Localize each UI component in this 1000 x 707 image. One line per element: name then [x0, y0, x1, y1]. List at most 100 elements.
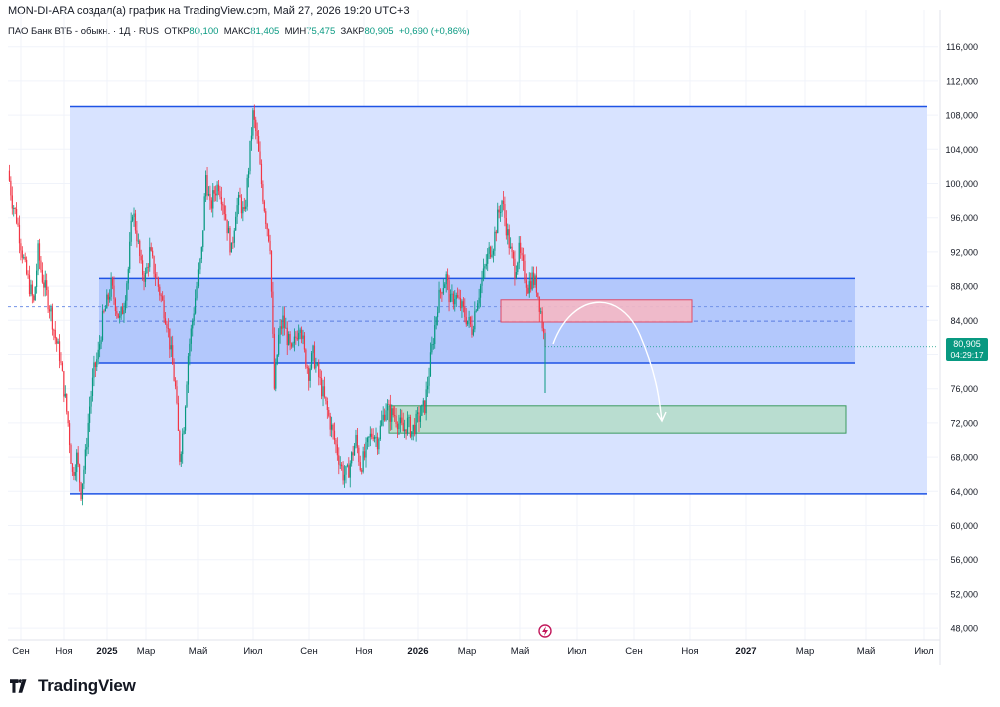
candle-body	[461, 301, 463, 309]
price-tick-label: 116,000	[946, 42, 978, 52]
candle-body	[535, 275, 538, 293]
forecast-arrow[interactable]	[552, 301, 667, 423]
candle-body	[90, 395, 92, 407]
candle-body	[428, 376, 430, 386]
forecast-arrow-head	[656, 411, 667, 423]
time-tick-label: 2025	[96, 646, 118, 657]
candle-body	[159, 286, 161, 296]
tradingview-brand[interactable]: TradingView	[10, 676, 136, 696]
candle-body	[435, 317, 437, 326]
candle-body	[15, 209, 18, 223]
candle-body	[326, 401, 328, 410]
candle-body	[507, 229, 509, 236]
candle-body	[170, 345, 172, 350]
candle-body	[508, 229, 510, 249]
candle-body	[305, 349, 307, 368]
candle-body	[531, 272, 533, 290]
candle-body	[391, 408, 393, 422]
candle-body	[160, 295, 162, 297]
candle-body	[445, 274, 447, 285]
candle-body	[263, 201, 265, 212]
candle-body	[517, 262, 519, 273]
candle-body	[451, 293, 453, 295]
candle-body	[74, 472, 76, 476]
event-marker-icon[interactable]	[538, 624, 552, 638]
candle-body	[104, 308, 106, 312]
candle-body	[215, 193, 217, 196]
candle-body	[405, 429, 407, 434]
candle-body	[434, 325, 436, 345]
symbol-name[interactable]: ПАО Банк ВТБ - обыкн. · 1Д · RUS	[8, 26, 159, 37]
candle-body	[237, 194, 240, 206]
candle-body	[27, 273, 29, 276]
candle-body	[176, 386, 178, 404]
price-tick-label: 100,000	[945, 179, 978, 189]
candle-body	[227, 227, 230, 234]
candle-body	[243, 207, 245, 209]
candle-body	[321, 378, 323, 397]
candle-body	[299, 329, 301, 333]
candle-body	[8, 170, 11, 181]
candle-body	[67, 411, 69, 424]
candle-body	[157, 278, 159, 287]
candle-body	[89, 406, 91, 423]
candle-body	[372, 437, 374, 439]
candle-body	[385, 410, 387, 421]
candle-body	[355, 434, 357, 446]
candle-body	[411, 431, 413, 437]
candle-body	[382, 414, 384, 421]
time-tick-label: Сен	[300, 646, 317, 657]
candle-body	[481, 278, 483, 286]
candle-body	[129, 241, 131, 270]
candle-body	[199, 259, 201, 270]
candle-body	[96, 359, 98, 368]
candle-body	[58, 341, 61, 361]
candle-body	[449, 294, 452, 303]
candle-body	[51, 307, 53, 330]
candle-body	[541, 311, 543, 329]
candle-body	[409, 417, 411, 437]
candle-body	[233, 230, 235, 243]
symbol-legend: ПАО Банк ВТБ - обыкн. · 1Д · RUS ОТКР80,…	[8, 26, 470, 37]
candle-body	[73, 471, 75, 476]
candle-body	[538, 296, 540, 312]
price-tick-label: 48,000	[950, 624, 978, 634]
candle-body	[136, 230, 138, 242]
candle-body	[194, 298, 197, 314]
candle-body	[398, 423, 400, 430]
candle-body	[150, 247, 152, 251]
candle-body	[482, 268, 485, 279]
candle-body	[502, 200, 505, 204]
sell-zone	[500, 299, 693, 323]
candle-body	[166, 323, 168, 329]
candle-body	[273, 333, 275, 389]
candle-body	[497, 209, 499, 234]
candle-body	[14, 207, 16, 210]
candle-body	[149, 247, 151, 268]
candle-body	[279, 326, 281, 335]
candle-body	[255, 119, 257, 132]
candle-body	[396, 423, 399, 430]
candle-body	[216, 184, 218, 196]
candle-body	[280, 326, 283, 329]
price-tick-label: 72,000	[950, 418, 978, 428]
candle-body	[113, 285, 115, 300]
candle-body	[97, 349, 99, 360]
candle-body	[13, 207, 15, 209]
candle-body	[252, 110, 254, 136]
candle-body	[21, 250, 23, 258]
chart-drawings[interactable]	[8, 105, 938, 495]
candle-body	[17, 222, 19, 226]
candle-body	[54, 329, 56, 339]
candle-body	[422, 400, 424, 405]
time-axis[interactable]: Сен Ноя 2025 Мар Май Июл Сен Ноя 2026 Мар Май Июл Се…	[8, 639, 940, 657]
candle-body	[177, 403, 180, 431]
candle-body	[292, 343, 294, 347]
candle-body	[303, 335, 306, 350]
time-tick-label: 2027	[735, 646, 756, 657]
candle-body	[36, 270, 38, 288]
candle-body	[386, 404, 389, 411]
candle-body	[504, 203, 506, 219]
candle-body	[126, 283, 128, 301]
